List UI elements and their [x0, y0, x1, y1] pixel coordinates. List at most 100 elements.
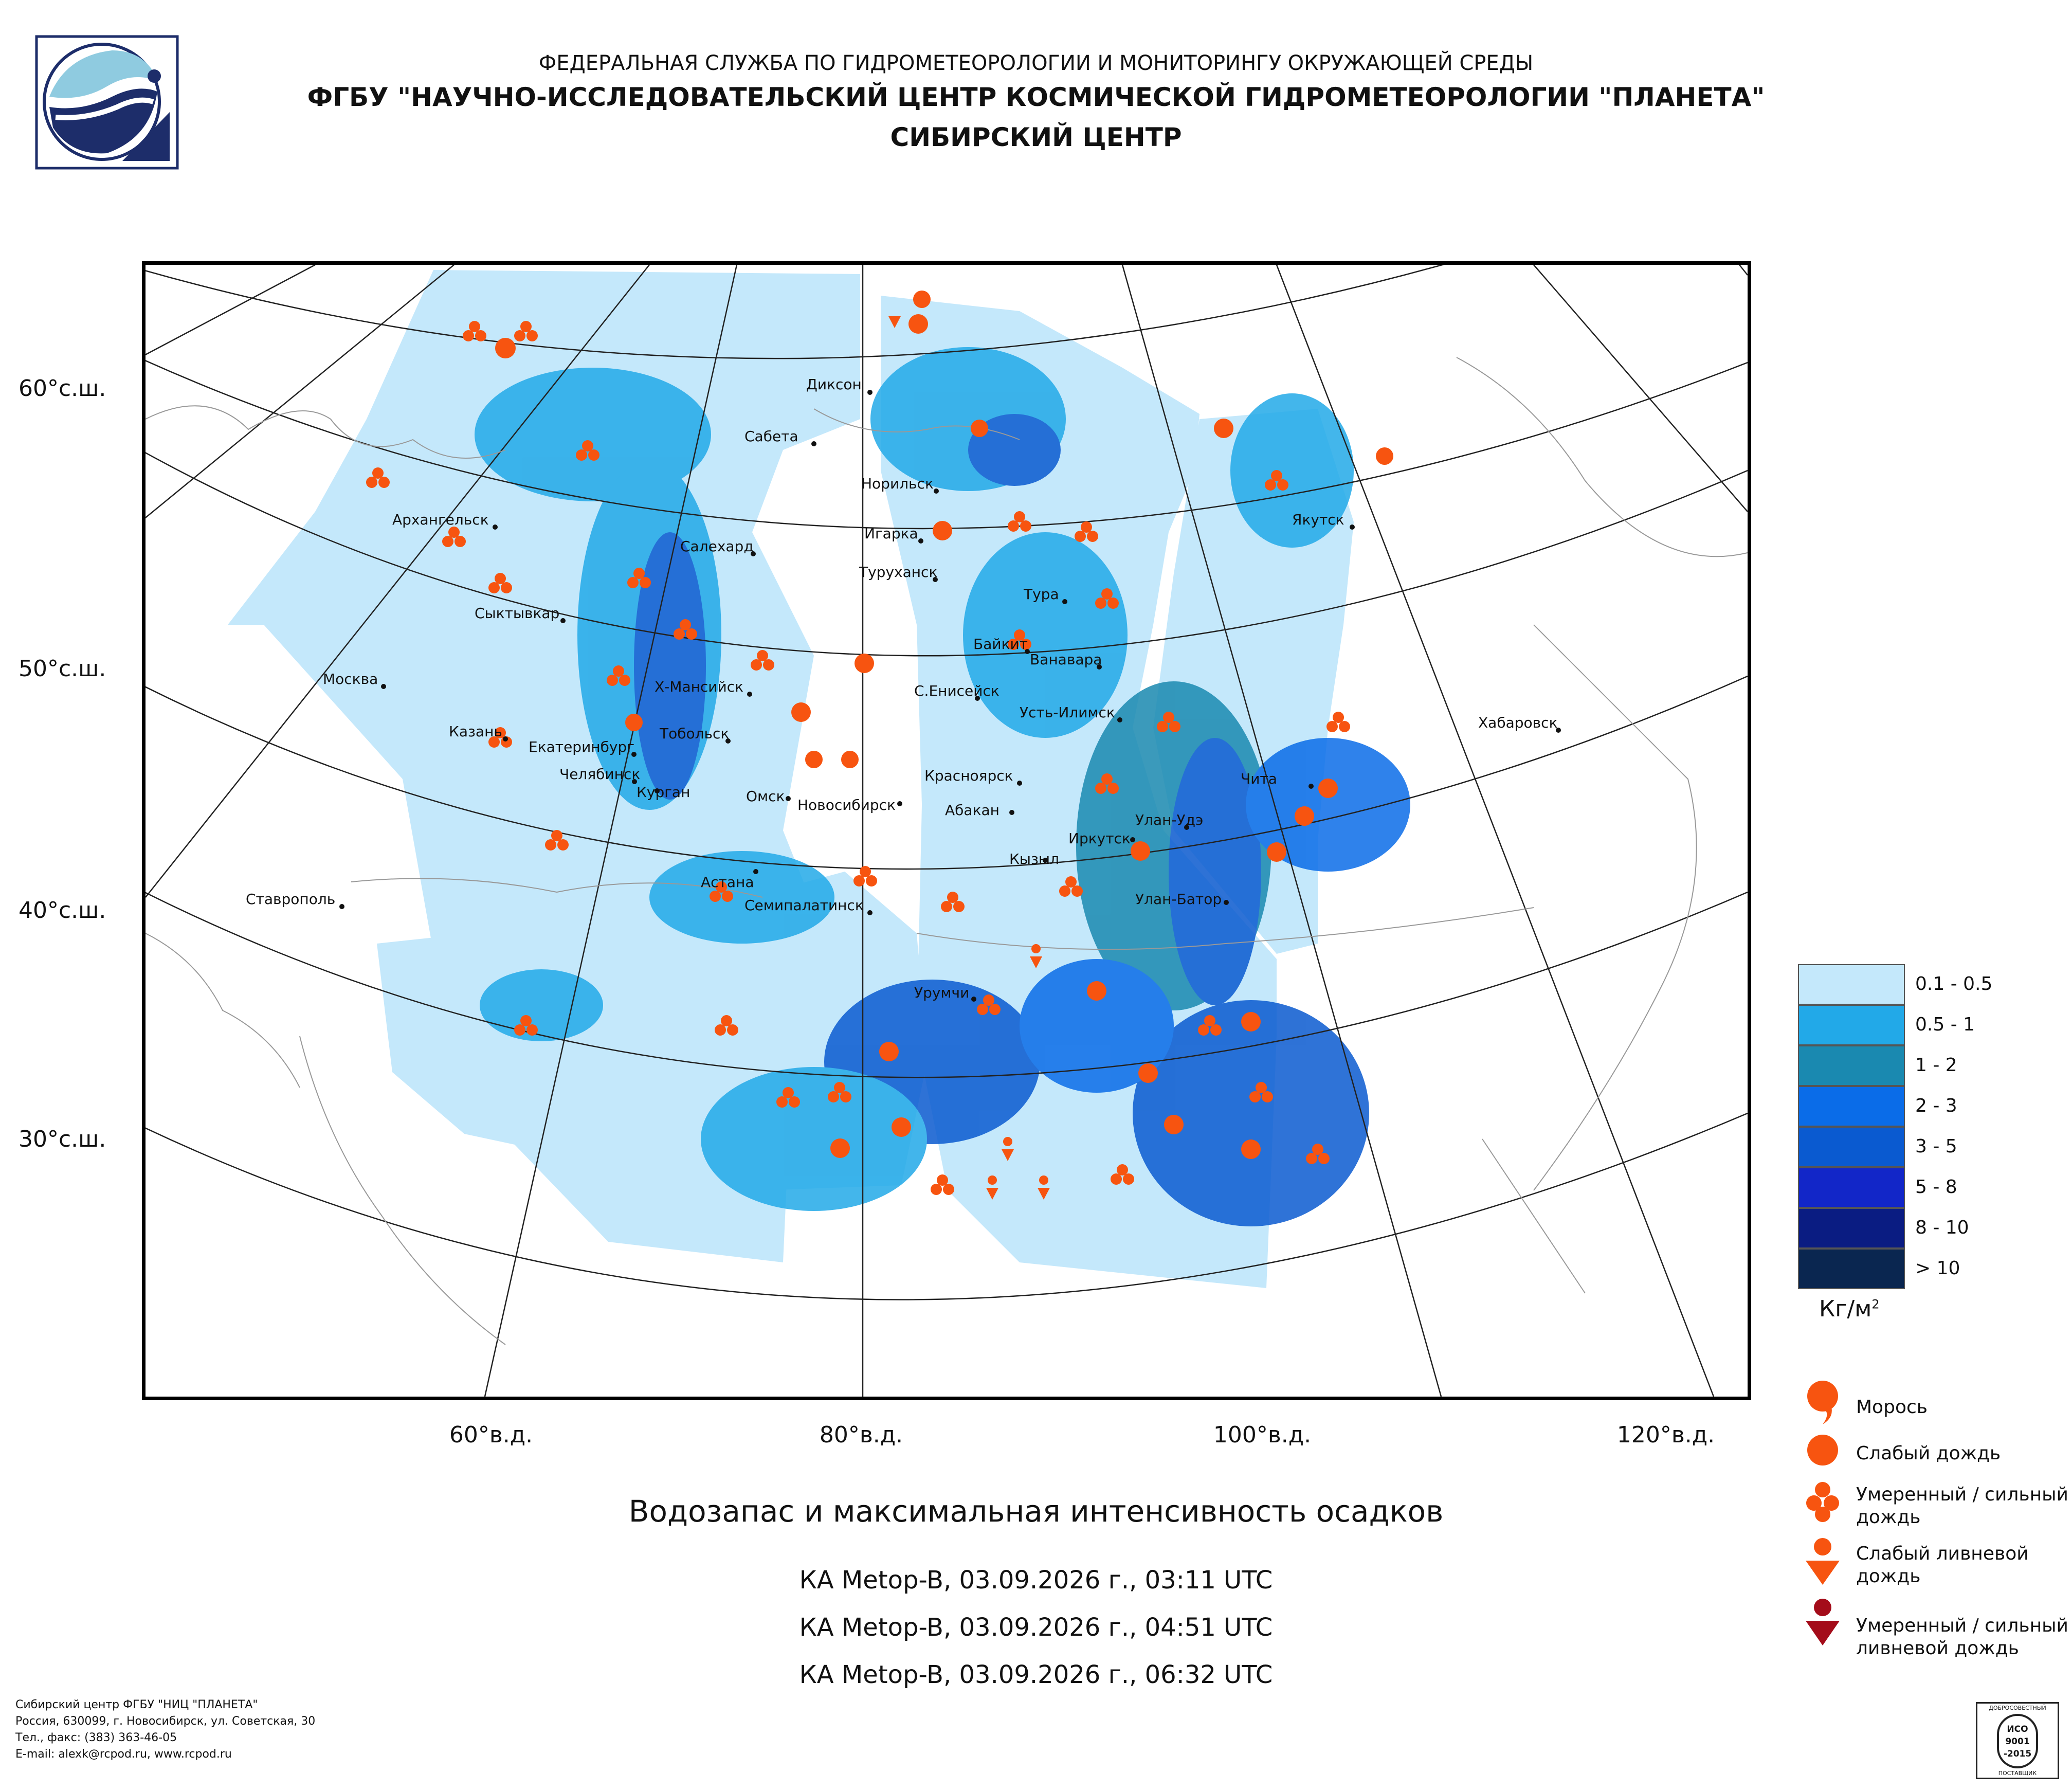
footer-email: E-mail: alexk@rcpod.ru, www.rcpod.ru: [15, 1748, 232, 1761]
lat-label-30: 30°с.ш.: [19, 1126, 106, 1152]
legend-swatch-6: [1798, 1167, 1905, 1208]
cert-top-text: ДОБРОСОВЕСТНЫЙ: [1989, 1705, 2046, 1711]
satellite-pass-3: КА Metop-B, 03.09.2026 г., 06:32 UTC: [799, 1660, 1273, 1689]
satellite-pass-1: КА Metop-B, 03.09.2026 г., 03:11 UTC: [799, 1566, 1273, 1595]
lon-label-80: 80°в.д.: [819, 1422, 903, 1448]
city-stavropol: Ставрополь: [246, 891, 335, 908]
planeta-logo: [35, 35, 179, 170]
city-igarka: Игарка: [864, 525, 918, 542]
legend-swatch-3: [1798, 1045, 1905, 1086]
light-shower-icon: [1814, 1538, 1831, 1555]
city-ust-ilimsk: Усть-Илимск: [1020, 704, 1115, 721]
legend-label-4: 2 - 3: [1915, 1095, 1957, 1116]
city-omsk: Омск: [746, 788, 785, 805]
precipitation-symbols: [366, 291, 1393, 1200]
legend-swatch-4: [1798, 1086, 1905, 1127]
city-astana: Астана: [701, 874, 754, 891]
lon-label-120: 120°в.д.: [1616, 1422, 1715, 1448]
footer-contacts: Сибирский центр ФГБУ "НИЦ "ПЛАНЕТА" Росс…: [15, 1697, 315, 1763]
city-khabarovsk: Хабаровск: [1478, 714, 1557, 731]
light-shower-symbol-group: [888, 316, 1050, 1200]
water-content-clusters: [475, 347, 1410, 1226]
cert-iso-label: ИСО: [2007, 1724, 2028, 1734]
city-chelyabinsk: Челябинск: [559, 766, 640, 783]
legend-heavy-shower-label: Умеренный / сильный ливневой дождь: [1856, 1615, 2068, 1659]
iso-certificate-badge: ДОБРОСОВЕСТНЫЙ ИСО 9001 -2015 ПОСТАВЩИК: [1976, 1702, 2059, 1779]
lat-label-40: 40°с.ш.: [19, 897, 106, 924]
legend-label-1: 0.1 - 0.5: [1915, 973, 1993, 994]
city-semipalatinsk: Семипалатинск: [744, 897, 864, 914]
lon-label-60: 60°в.д.: [449, 1422, 533, 1448]
map-canvas: Диксон Сабета Норильск Архангельск Салех…: [146, 265, 1748, 1397]
legend-label-2: 0.5 - 1: [1915, 1014, 1975, 1035]
city-tura: Тура: [1023, 586, 1059, 603]
cert-iso-mark: ИСО 9001 -2015: [1997, 1714, 2038, 1768]
cert-iso-number: 9001: [2005, 1736, 2030, 1747]
header-center: СИБИРСКИЙ ЦЕНТР: [890, 122, 1182, 152]
city-krasnoyarsk: Красноярск: [924, 767, 1013, 784]
legend-drizzle-label: Морось: [1856, 1397, 1928, 1418]
city-vanavara: Ванавара: [1030, 651, 1102, 668]
city-yakutsk: Якутск: [1292, 511, 1344, 528]
city-baikit: Байкит: [973, 636, 1028, 653]
graticule: [146, 265, 1748, 1397]
city-ulan-bator: Улан-Батор: [1135, 891, 1222, 908]
city-labels: Диксон Сабета Норильск Архангельск Салех…: [246, 376, 1557, 1001]
legend-light-rain-label: Слабый дождь: [1856, 1443, 2001, 1464]
city-s-eniseysk: С.Енисейск: [914, 682, 999, 699]
city-kazan: Казань: [449, 723, 502, 740]
city-moscow: Москва: [323, 671, 378, 688]
legend-label-6: 5 - 8: [1915, 1177, 1957, 1198]
legend-swatch-2: [1798, 1005, 1905, 1045]
moderate-rain-icon: [1815, 1482, 1830, 1497]
satellite-pass-2: КА Metop-B, 03.09.2026 г., 04:51 UTC: [799, 1613, 1273, 1642]
city-dots: [339, 390, 1561, 1002]
city-norilsk: Норильск: [861, 475, 934, 492]
footer-address: Россия, 630099, г. Новосибирск, ул. Сове…: [15, 1715, 316, 1728]
city-salekhard: Салехард: [680, 538, 754, 555]
cert-bottom-text: ПОСТАВЩИК: [1998, 1770, 2037, 1777]
legend-light-shower-label: Слабый ливневой дождь: [1856, 1543, 2029, 1587]
city-khanty-mansiysk: Х-Мансийск: [655, 678, 743, 695]
city-chita: Чита: [1241, 770, 1277, 787]
legend-swatch-5: [1798, 1127, 1905, 1167]
legend-label-7: 8 - 10: [1915, 1217, 1969, 1238]
header-agency: ФЕДЕРАЛЬНАЯ СЛУЖБА ПО ГИДРОМЕТЕОРОЛОГИИ …: [538, 51, 1534, 75]
city-sabetta: Сабета: [744, 428, 798, 445]
lat-label-60: 60°с.ш.: [19, 375, 106, 402]
city-urumqi: Урумчи: [914, 984, 969, 1001]
city-abakan: Абакан: [945, 802, 999, 819]
city-ekaterinburg: Екатеринбург: [529, 738, 634, 755]
drizzle-icon: [1807, 1381, 1838, 1412]
moderate-rain-symbol-group: [366, 321, 1350, 1195]
cert-iso-year: -2015: [2003, 1749, 2032, 1759]
legend-label-3: 1 - 2: [1915, 1055, 1957, 1076]
lon-label-100: 100°в.д.: [1213, 1422, 1312, 1448]
legend-swatch-8: [1798, 1249, 1905, 1289]
city-turukhansk: Туруханск: [859, 564, 937, 581]
legend-units: Кг/м2: [1819, 1296, 1880, 1322]
footer-phone: Тел., факс: (383) 363-46-05: [15, 1731, 177, 1744]
light-rain-icon: [1807, 1435, 1838, 1466]
city-syktyvkar: Сыктывкар: [475, 605, 559, 622]
precip-legend-icons: [1806, 1381, 1840, 1645]
legend-label-8: > 10: [1915, 1258, 1960, 1279]
legend-moderate-rain-label: Умеренный / сильный дождь: [1856, 1484, 2068, 1528]
lat-label-50: 50°с.ш.: [19, 656, 106, 682]
city-arkhangelsk: Архангельск: [392, 511, 489, 528]
city-novosibirsk: Новосибирск: [797, 797, 896, 813]
footer-org: Сибирский центр ФГБУ "НИЦ "ПЛАНЕТА": [15, 1698, 258, 1711]
legend-swatch-7: [1798, 1208, 1905, 1249]
drizzle-tail-icon: [1823, 1404, 1832, 1424]
header-institute: ФГБУ "НАУЧНО-ИССЛЕДОВАТЕЛЬСКИЙ ЦЕНТР КОС…: [307, 82, 1765, 112]
city-kyzyl: Кызыл: [1009, 851, 1059, 867]
legend-swatch-1: [1798, 964, 1905, 1005]
city-ulan-ude: Улан-Удэ: [1135, 811, 1203, 828]
legend-label-5: 3 - 5: [1915, 1136, 1957, 1157]
city-kurgan: Курган: [637, 784, 690, 801]
coastlines: [146, 357, 1748, 1345]
city-irkutsk: Иркутск: [1068, 830, 1131, 847]
city-dikson: Диксон: [806, 376, 862, 393]
map-caption: Водозапас и максимальная интенсивность о…: [628, 1494, 1444, 1529]
precipitation-map: Диксон Сабета Норильск Архангельск Салех…: [142, 261, 1751, 1400]
